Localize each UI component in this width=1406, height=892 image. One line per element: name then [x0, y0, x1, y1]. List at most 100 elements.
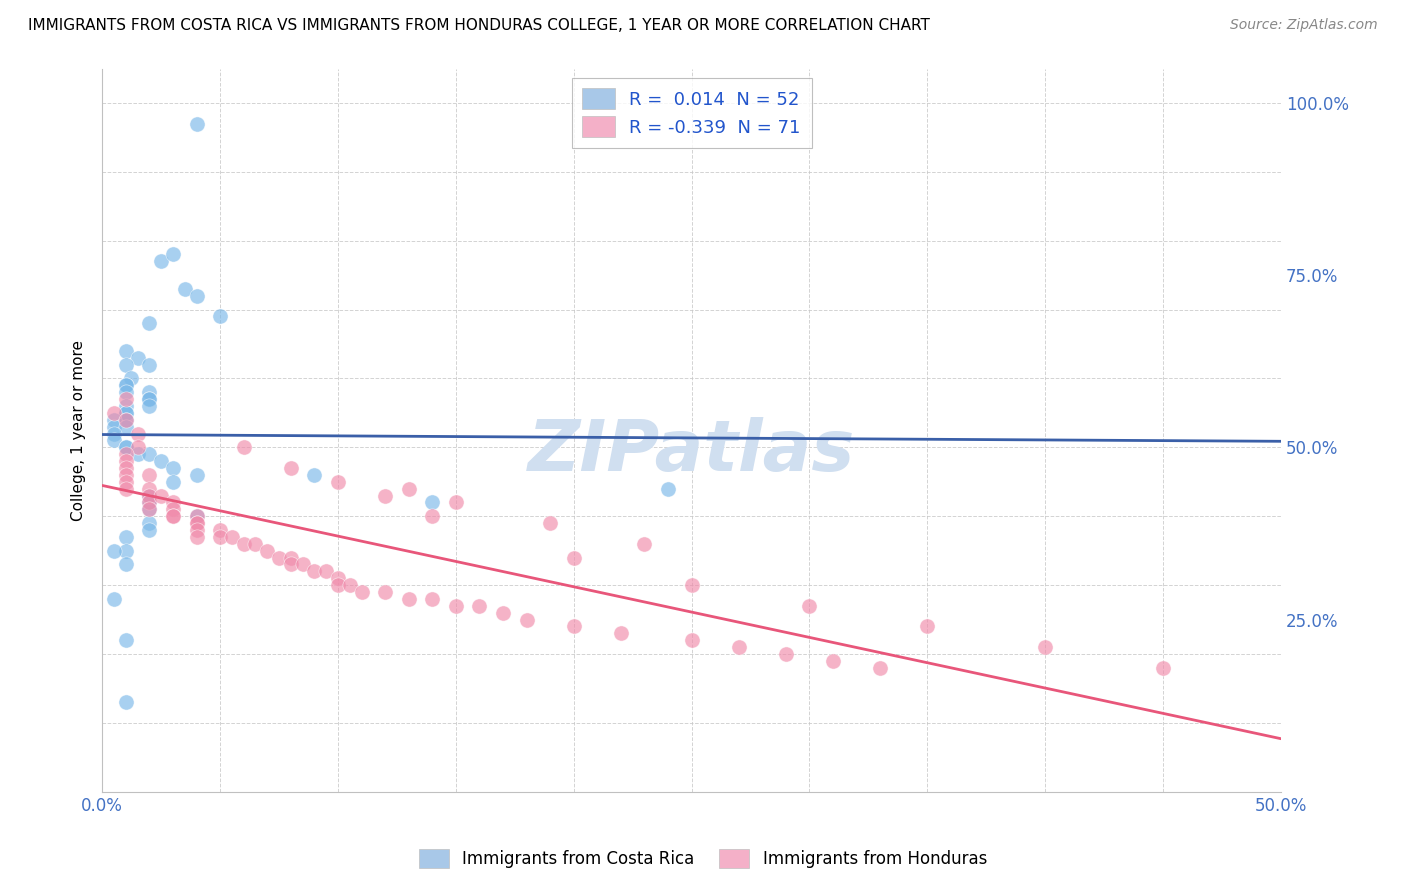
Point	[374, 489, 396, 503]
Point	[114, 695, 136, 709]
Point	[492, 606, 515, 620]
Point	[150, 454, 173, 468]
Point	[326, 475, 349, 489]
Point	[1152, 661, 1174, 675]
Point	[114, 475, 136, 489]
Point	[138, 392, 160, 406]
Point	[114, 482, 136, 496]
Point	[103, 413, 125, 427]
Point	[186, 509, 208, 524]
Point	[120, 371, 142, 385]
Point	[657, 482, 679, 496]
Point	[138, 447, 160, 461]
Point	[127, 447, 149, 461]
Point	[138, 482, 160, 496]
Point	[138, 385, 160, 400]
Point	[114, 392, 136, 406]
Point	[114, 440, 136, 454]
Point	[538, 516, 561, 530]
Point	[869, 661, 891, 675]
Point	[114, 413, 136, 427]
Point	[186, 530, 208, 544]
Point	[114, 543, 136, 558]
Point	[114, 633, 136, 648]
Point	[114, 454, 136, 468]
Point	[114, 530, 136, 544]
Point	[138, 523, 160, 537]
Point	[304, 564, 326, 578]
Point	[350, 585, 373, 599]
Point	[114, 358, 136, 372]
Point	[114, 406, 136, 420]
Point	[114, 378, 136, 392]
Point	[138, 358, 160, 372]
Point	[374, 585, 396, 599]
Point	[103, 406, 125, 420]
Point	[150, 254, 173, 268]
Point	[280, 550, 302, 565]
Point	[138, 392, 160, 406]
Point	[280, 461, 302, 475]
Point	[138, 502, 160, 516]
Point	[127, 351, 149, 365]
Point	[186, 117, 208, 131]
Legend: Immigrants from Costa Rica, Immigrants from Honduras: Immigrants from Costa Rica, Immigrants f…	[412, 842, 994, 875]
Point	[420, 495, 443, 509]
Point	[444, 495, 467, 509]
Point	[420, 591, 443, 606]
Point	[103, 543, 125, 558]
Point	[339, 578, 361, 592]
Point	[114, 406, 136, 420]
Point	[917, 619, 939, 633]
Point	[727, 640, 749, 654]
Point	[232, 440, 254, 454]
Point	[186, 289, 208, 303]
Point	[162, 509, 184, 524]
Text: ZIPatlas: ZIPatlas	[527, 417, 855, 486]
Point	[138, 489, 160, 503]
Point	[681, 633, 703, 648]
Point	[186, 509, 208, 524]
Point	[398, 591, 420, 606]
Point	[162, 461, 184, 475]
Point	[114, 440, 136, 454]
Point	[103, 434, 125, 448]
Point	[444, 599, 467, 613]
Point	[114, 558, 136, 572]
Point	[799, 599, 821, 613]
Text: IMMIGRANTS FROM COSTA RICA VS IMMIGRANTS FROM HONDURAS COLLEGE, 1 YEAR OR MORE C: IMMIGRANTS FROM COSTA RICA VS IMMIGRANTS…	[28, 18, 929, 33]
Point	[114, 447, 136, 461]
Point	[127, 426, 149, 441]
Point	[326, 571, 349, 585]
Point	[186, 516, 208, 530]
Point	[138, 399, 160, 413]
Point	[138, 495, 160, 509]
Point	[114, 461, 136, 475]
Point	[186, 523, 208, 537]
Point	[162, 247, 184, 261]
Point	[162, 502, 184, 516]
Point	[221, 530, 243, 544]
Point	[420, 509, 443, 524]
Y-axis label: College, 1 year or more: College, 1 year or more	[72, 340, 86, 521]
Point	[280, 558, 302, 572]
Point	[114, 385, 136, 400]
Point	[304, 467, 326, 482]
Point	[114, 399, 136, 413]
Point	[209, 523, 232, 537]
Point	[138, 489, 160, 503]
Point	[114, 413, 136, 427]
Point	[138, 495, 160, 509]
Point	[162, 509, 184, 524]
Legend: R =  0.014  N = 52, R = -0.339  N = 71: R = 0.014 N = 52, R = -0.339 N = 71	[572, 78, 811, 148]
Point	[516, 613, 538, 627]
Point	[103, 419, 125, 434]
Point	[775, 647, 797, 661]
Point	[186, 516, 208, 530]
Point	[232, 537, 254, 551]
Point	[245, 537, 267, 551]
Point	[150, 489, 173, 503]
Point	[114, 467, 136, 482]
Point	[562, 619, 585, 633]
Point	[138, 502, 160, 516]
